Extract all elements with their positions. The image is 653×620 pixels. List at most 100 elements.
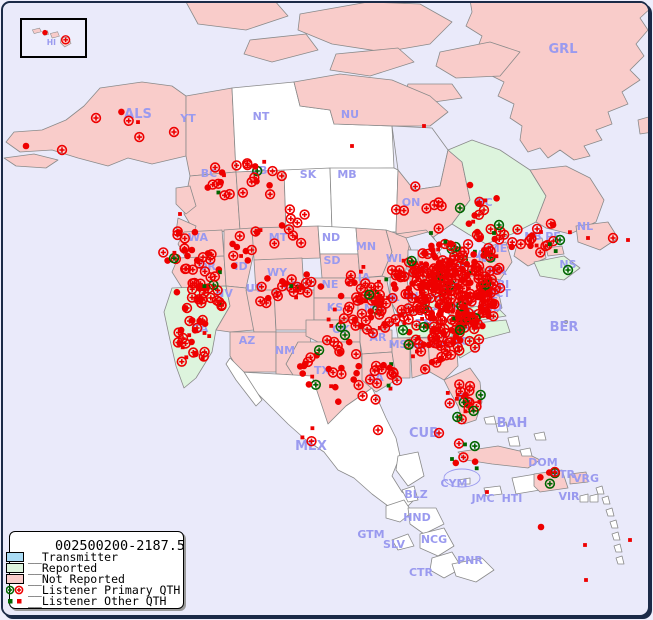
marker-listener-cluster[interactable] bbox=[335, 398, 342, 406]
marker-listener-other-qth[interactable] bbox=[332, 307, 337, 312]
marker-listener-cluster[interactable] bbox=[355, 362, 363, 370]
marker-listener-cluster[interactable] bbox=[393, 272, 401, 280]
marker-listener-cluster[interactable] bbox=[446, 257, 454, 265]
marker-listener-other-qth[interactable] bbox=[415, 349, 419, 354]
marker-listener-other-qth[interactable] bbox=[294, 295, 298, 300]
marker-listener-other-qth[interactable] bbox=[494, 254, 499, 259]
marker-listener-cluster[interactable] bbox=[425, 341, 433, 349]
marker-listener-other-qth[interactable] bbox=[528, 238, 533, 243]
marker-listener-other-qth[interactable] bbox=[455, 309, 460, 314]
marker-listener-other-qth[interactable] bbox=[359, 269, 363, 274]
marker-listener-other-qth[interactable] bbox=[416, 335, 421, 339]
marker-listener-cluster[interactable] bbox=[251, 163, 259, 170]
marker-listener-cluster[interactable] bbox=[177, 326, 185, 334]
marker-listener-other-qth[interactable] bbox=[455, 396, 459, 401]
marker-listener-other-qth[interactable] bbox=[172, 250, 177, 255]
marker-listener-other-qth[interactable] bbox=[329, 384, 333, 389]
marker-listener-cluster[interactable] bbox=[191, 228, 199, 236]
marker-listener-cluster[interactable] bbox=[428, 242, 435, 250]
marker-listener-other-qth[interactable] bbox=[443, 239, 448, 244]
marker-listener-other-qth[interactable] bbox=[443, 306, 448, 311]
marker-listener-other-qth[interactable] bbox=[462, 269, 467, 274]
marker-listener-other-qth[interactable] bbox=[363, 299, 368, 304]
marker-listener-other-qth[interactable] bbox=[402, 321, 407, 325]
marker-listener-other-qth[interactable] bbox=[384, 277, 389, 282]
marker-listener-other-qth[interactable] bbox=[338, 320, 343, 324]
marker-listener-cluster[interactable] bbox=[465, 220, 473, 227]
marker-listener-cluster[interactable] bbox=[493, 195, 500, 202]
hawaii-inset[interactable]: HI bbox=[20, 18, 87, 58]
marker-listener-cluster[interactable] bbox=[468, 319, 476, 327]
marker-listener-cluster[interactable] bbox=[456, 337, 464, 344]
marker-listener-other-qth[interactable] bbox=[310, 374, 315, 379]
marker-listener-other-qth[interactable] bbox=[377, 279, 381, 284]
marker-listener-other-qth[interactable] bbox=[202, 284, 207, 288]
marker-listener-other-qth[interactable] bbox=[200, 357, 205, 361]
marker-listener-other-qth[interactable] bbox=[586, 236, 590, 240]
marker-listener-other-qth[interactable] bbox=[289, 284, 294, 288]
marker-listener-cluster[interactable] bbox=[537, 523, 545, 531]
marker-listener-cluster[interactable] bbox=[537, 474, 544, 481]
marker-listener-other-qth[interactable] bbox=[218, 270, 222, 275]
marker-listener-cluster[interactable] bbox=[244, 257, 252, 264]
marker-listener-cluster[interactable] bbox=[22, 142, 30, 150]
marker-listener-other-qth[interactable] bbox=[412, 265, 416, 270]
marker-listener-cluster[interactable] bbox=[299, 370, 307, 377]
marker-listener-other-qth[interactable] bbox=[455, 392, 460, 397]
marker-listener-cluster[interactable] bbox=[421, 249, 428, 257]
marker-listener-cluster[interactable] bbox=[332, 383, 339, 391]
marker-listener-other-qth[interactable] bbox=[628, 538, 632, 542]
marker-listener-other-qth[interactable] bbox=[346, 281, 350, 286]
marker-listener-cluster[interactable] bbox=[490, 301, 498, 309]
marker-listener-cluster[interactable] bbox=[204, 184, 212, 191]
marker-listener-other-qth[interactable] bbox=[386, 296, 390, 300]
marker-listener-cluster[interactable] bbox=[118, 108, 125, 116]
marker-listener-cluster[interactable] bbox=[405, 285, 413, 293]
marker-listener-other-qth[interactable] bbox=[441, 333, 446, 338]
marker-listener-other-qth[interactable] bbox=[386, 383, 391, 388]
marker-listener-other-qth[interactable] bbox=[460, 395, 465, 399]
marker-listener-cluster[interactable] bbox=[230, 262, 238, 270]
marker-listener-cluster[interactable] bbox=[367, 308, 375, 315]
marker-listener-other-qth[interactable] bbox=[414, 308, 419, 312]
marker-listener-other-qth[interactable] bbox=[450, 457, 454, 461]
marker-listener-other-qth[interactable] bbox=[187, 333, 192, 338]
marker-listener-other-qth[interactable] bbox=[262, 159, 267, 164]
marker-listener-cluster[interactable] bbox=[184, 252, 191, 260]
marker-listener-other-qth[interactable] bbox=[239, 254, 243, 258]
marker-listener-cluster[interactable] bbox=[217, 178, 224, 186]
marker-listener-other-qth[interactable] bbox=[326, 317, 331, 322]
marker-listener-other-qth[interactable] bbox=[460, 260, 464, 265]
marker-listener-other-qth[interactable] bbox=[350, 144, 354, 148]
marker-listener-other-qth[interactable] bbox=[492, 231, 496, 235]
marker-listener-other-qth[interactable] bbox=[467, 301, 472, 306]
marker-listener-other-qth[interactable] bbox=[294, 235, 298, 240]
marker-listener-cluster[interactable] bbox=[549, 221, 557, 229]
marker-listener-other-qth[interactable] bbox=[365, 290, 370, 295]
marker-listener-cluster[interactable] bbox=[353, 369, 360, 377]
marker-listener-cluster[interactable] bbox=[188, 246, 196, 254]
marker-listener-cluster[interactable] bbox=[193, 257, 201, 264]
marker-listener-other-qth[interactable] bbox=[411, 354, 415, 359]
marker-listener-cluster[interactable] bbox=[298, 283, 305, 291]
marker-listener-other-qth[interactable] bbox=[453, 330, 458, 335]
marker-listener-other-qth[interactable] bbox=[329, 324, 334, 328]
marker-listener-cluster[interactable] bbox=[266, 182, 273, 189]
marker-listener-other-qth[interactable] bbox=[450, 309, 455, 314]
marker-listener-other-qth[interactable] bbox=[420, 317, 424, 321]
marker-listener-other-qth[interactable] bbox=[455, 312, 459, 316]
marker-listener-other-qth[interactable] bbox=[441, 292, 446, 297]
marker-listener-other-qth[interactable] bbox=[547, 242, 552, 247]
marker-listener-cluster[interactable] bbox=[296, 363, 304, 370]
marker-listener-cluster[interactable] bbox=[463, 260, 471, 268]
marker-listener-other-qth[interactable] bbox=[584, 578, 588, 582]
marker-listener-cluster[interactable] bbox=[303, 271, 311, 278]
marker-listener-other-qth[interactable] bbox=[436, 247, 440, 252]
marker-listener-other-qth[interactable] bbox=[539, 230, 543, 234]
marker-listener-other-qth[interactable] bbox=[553, 249, 558, 253]
marker-listener-cluster[interactable] bbox=[471, 259, 479, 266]
marker-listener-other-qth[interactable] bbox=[568, 230, 572, 235]
marker-listener-other-qth[interactable] bbox=[458, 416, 463, 421]
marker-listener-other-qth[interactable] bbox=[483, 198, 488, 203]
marker-listener-cluster[interactable] bbox=[229, 240, 236, 248]
